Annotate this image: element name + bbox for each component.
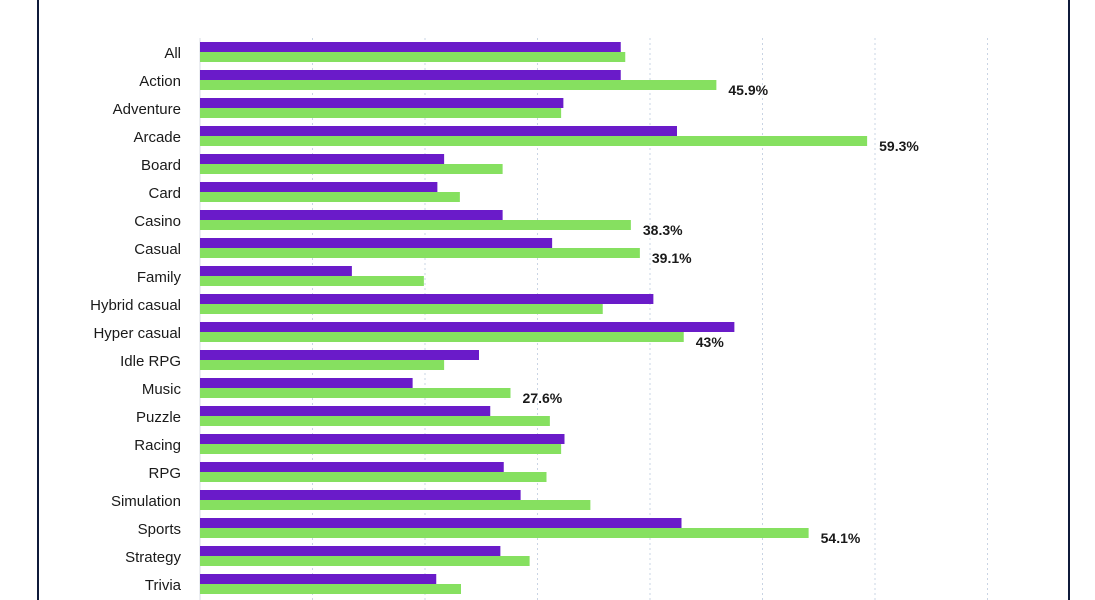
bar-series1-idle-rpg xyxy=(200,350,479,360)
bar-series2-idle-rpg xyxy=(200,360,445,370)
category-label-trivia: Trivia xyxy=(145,577,182,594)
bar-series1-rpg xyxy=(200,462,504,472)
category-label-all: All xyxy=(164,45,181,62)
category-label-casino: Casino xyxy=(134,213,181,230)
category-label-racing: Racing xyxy=(134,437,181,454)
bar-series2-card xyxy=(200,192,460,202)
bar-series2-casual xyxy=(200,248,640,258)
bar-series1-simulation xyxy=(200,490,521,500)
category-label-music: Music xyxy=(142,381,182,398)
bar-series1-hybrid-casual xyxy=(200,294,654,304)
data-label-music: 27.6% xyxy=(523,390,563,406)
data-label-action: 45.9% xyxy=(728,82,768,98)
category-label-idle-rpg: Idle RPG xyxy=(120,353,181,370)
category-label-sports: Sports xyxy=(138,521,181,538)
bar-series2-music xyxy=(200,388,511,398)
data-label-hyper-casual: 43% xyxy=(696,334,725,350)
category-label-puzzle: Puzzle xyxy=(136,409,181,426)
frame-left-border xyxy=(37,0,39,600)
bar-series2-simulation xyxy=(200,500,591,510)
bar-series1-music xyxy=(200,378,413,388)
bar-series1-family xyxy=(200,266,352,276)
bar-series1-action xyxy=(200,70,621,80)
category-label-board: Board xyxy=(141,157,181,174)
bar-series2-sports xyxy=(200,528,809,538)
category-label-simulation: Simulation xyxy=(111,493,181,510)
category-label-arcade: Arcade xyxy=(133,129,181,146)
category-label-strategy: Strategy xyxy=(125,549,181,566)
frame-right-border xyxy=(1068,0,1070,600)
bar-series2-all xyxy=(200,52,626,62)
bar-series1-board xyxy=(200,154,445,164)
category-label-adventure: Adventure xyxy=(113,101,181,118)
data-label-sports: 54.1% xyxy=(821,530,861,546)
category-label-hyper-casual: Hyper casual xyxy=(93,325,181,342)
bar-series2-strategy xyxy=(200,556,530,566)
bar-series1-sports xyxy=(200,518,682,528)
bar-series2-action xyxy=(200,80,717,90)
bar-series2-hyper-casual xyxy=(200,332,684,342)
bar-series1-casino xyxy=(200,210,503,220)
bar-series1-card xyxy=(200,182,438,192)
bar-series2-family xyxy=(200,276,424,286)
data-label-casino: 38.3% xyxy=(643,222,683,238)
bar-series1-all xyxy=(200,42,621,52)
bar-series1-adventure xyxy=(200,98,564,108)
bar-series2-board xyxy=(200,164,503,174)
bar-series1-racing xyxy=(200,434,565,444)
category-label-casual: Casual xyxy=(134,241,181,258)
bar-series2-hybrid-casual xyxy=(200,304,603,314)
bar-series2-trivia xyxy=(200,584,461,594)
category-label-rpg: RPG xyxy=(148,465,181,482)
bar-series1-trivia xyxy=(200,574,437,584)
data-label-casual: 39.1% xyxy=(652,250,692,266)
data-label-arcade: 59.3% xyxy=(879,138,919,154)
category-label-action: Action xyxy=(139,73,181,90)
bar-series1-hyper-casual xyxy=(200,322,735,332)
bar-series2-adventure xyxy=(200,108,562,118)
bar-series2-racing xyxy=(200,444,562,454)
bar-series1-puzzle xyxy=(200,406,491,416)
category-label-card: Card xyxy=(148,185,181,202)
bar-series2-casino xyxy=(200,220,631,230)
bar-series1-strategy xyxy=(200,546,501,556)
bar-series1-casual xyxy=(200,238,553,248)
bar-series2-puzzle xyxy=(200,416,550,426)
category-label-family: Family xyxy=(137,269,182,286)
bar-series2-rpg xyxy=(200,472,547,482)
bar-series1-arcade xyxy=(200,126,677,136)
category-label-hybrid-casual: Hybrid casual xyxy=(90,297,181,314)
bar-series2-arcade xyxy=(200,136,868,146)
